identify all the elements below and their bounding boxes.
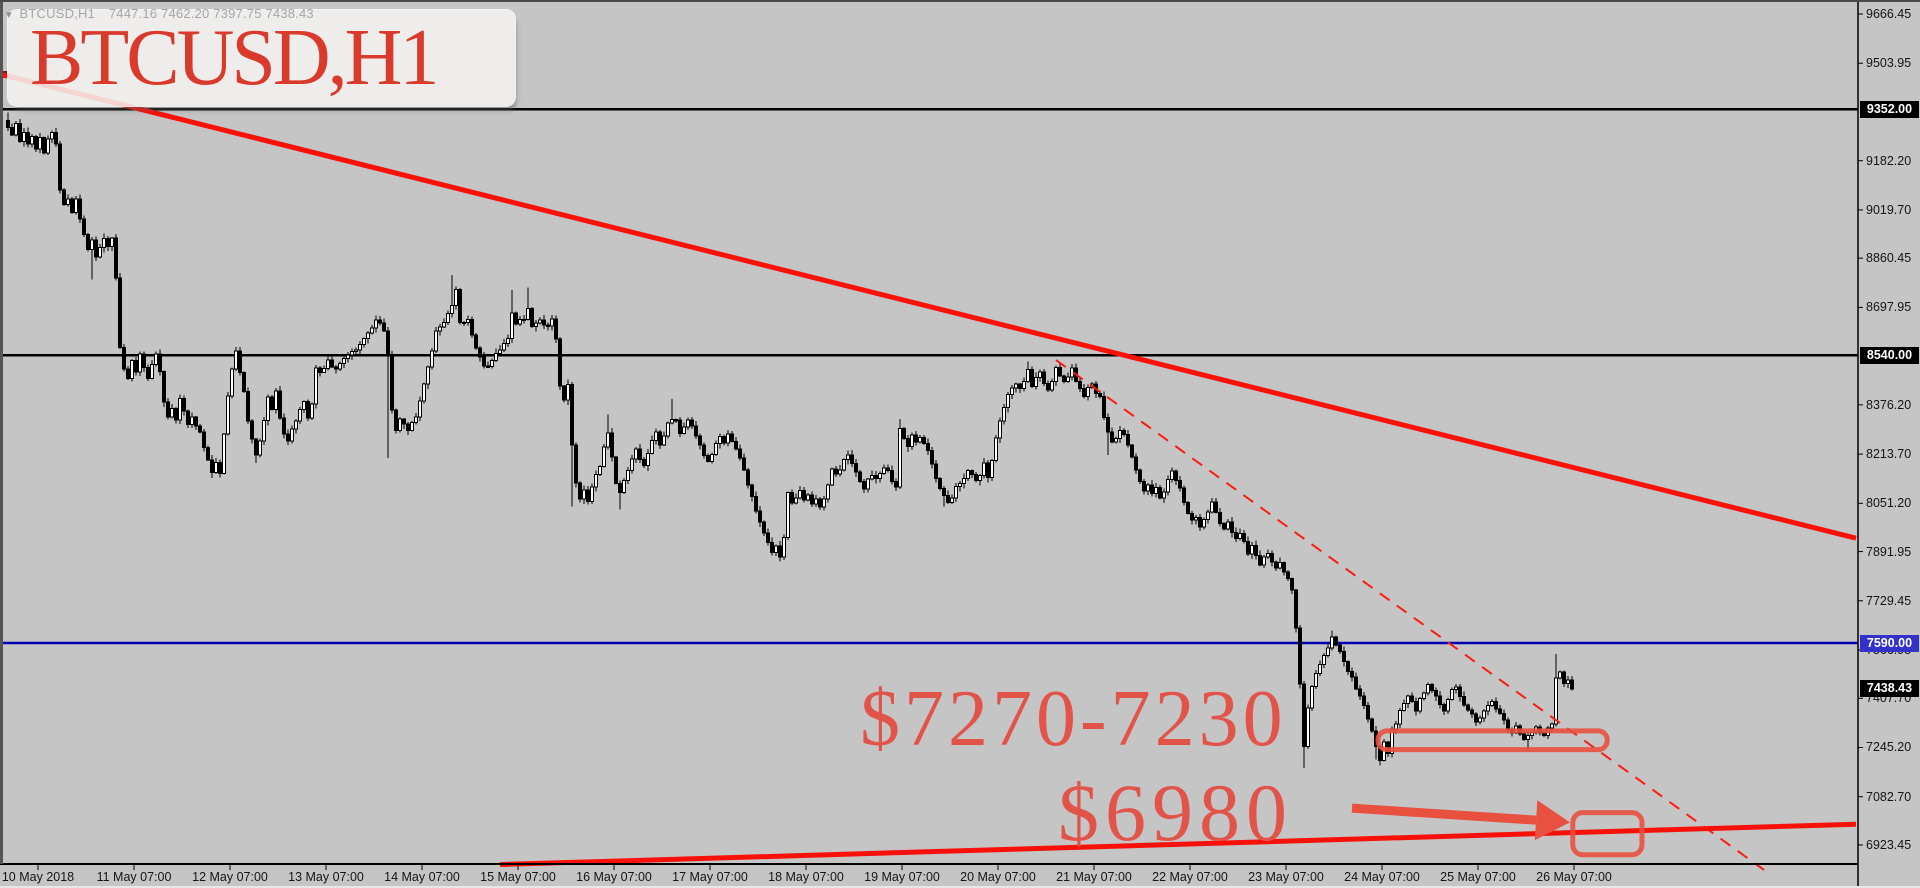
price-tick-label: 7082.70 xyxy=(1866,789,1912,804)
time-tick-label: 22 May 07:00 xyxy=(1152,870,1228,884)
price-tick-label: 7245.20 xyxy=(1866,740,1912,755)
price-tick-label: 8051.20 xyxy=(1866,496,1912,511)
price-tick-label: 8213.70 xyxy=(1866,447,1912,462)
price-tick-label: 9182.20 xyxy=(1866,153,1912,168)
window-bottom-edge xyxy=(0,886,1920,888)
zone-7270-7230[interactable] xyxy=(1375,728,1610,753)
trendline-ascending-support[interactable] xyxy=(499,821,1857,867)
time-tick-label: 14 May 07:00 xyxy=(384,870,460,884)
time-tick-label: 19 May 07:00 xyxy=(864,870,940,884)
time-tick-label: 25 May 07:00 xyxy=(1440,870,1516,884)
header-ohlc-values: 7447.16 7462.20 7397.75 7438.43 xyxy=(108,6,314,21)
time-tick-label: 26 May 07:00 xyxy=(1536,870,1612,884)
candlestick-series[interactable] xyxy=(6,112,1574,768)
price-tick-label: 7891.95 xyxy=(1866,544,1912,559)
price-tick-label: 8860.45 xyxy=(1866,251,1912,266)
time-tick-label: 12 May 07:00 xyxy=(192,870,268,884)
axis-tick-marks xyxy=(37,13,1863,870)
price-tick-label: 9019.70 xyxy=(1866,202,1912,217)
price-marker-label-8540.00: 8540.00 xyxy=(1860,346,1919,364)
header-symbol-timeframe: BTCUSD,H1 xyxy=(19,6,96,21)
price-marker-label-9352.00: 9352.00 xyxy=(1860,100,1919,118)
price-tick-label: 7729.45 xyxy=(1866,593,1912,608)
time-tick-label: 17 May 07:00 xyxy=(672,870,748,884)
annotation-zone-6980: $6980 xyxy=(1058,767,1293,858)
price-tick-label: 9503.95 xyxy=(1866,56,1912,71)
collapse-triangle-icon[interactable]: ▾ xyxy=(6,9,12,21)
symbol-title: BTCUSD,H1 xyxy=(30,14,439,102)
arrow-to-6980-zone-shaft[interactable] xyxy=(1351,803,1537,825)
arrow-to-6980-zone-head xyxy=(1534,800,1570,841)
price-tick-label: 6923.45 xyxy=(1866,837,1912,852)
chart-header: ▾ BTCUSD,H1 7447.16 7462.20 7397.75 7438… xyxy=(6,6,314,21)
time-tick-label: 18 May 07:00 xyxy=(768,870,844,884)
annotation-zone-7270-7230: $7270-7230 xyxy=(860,675,1287,763)
time-tick-label: 15 May 07:00 xyxy=(480,870,556,884)
trendline-descending-resistance[interactable] xyxy=(0,71,1857,541)
zone-6980[interactable] xyxy=(1570,810,1645,858)
price-tick-label: 8376.20 xyxy=(1866,397,1912,412)
time-tick-label: 23 May 07:00 xyxy=(1248,870,1324,884)
symbol-title-box: BTCUSD,H1 xyxy=(8,10,515,106)
time-tick-label: 24 May 07:00 xyxy=(1344,870,1420,884)
price-tick-label: 8697.95 xyxy=(1866,300,1912,315)
time-tick-label: 10 May 2018 xyxy=(1,870,75,884)
time-tick-label: 16 May 07:00 xyxy=(576,870,652,884)
time-axis[interactable]: 10 May 2018 11 May 07:00 12 May 07:00 13 Ma… xyxy=(0,865,1858,888)
price-marker-label-7438.43: 7438.43 xyxy=(1860,680,1919,698)
time-tick-label: 13 May 07:00 xyxy=(288,870,364,884)
time-tick-label: 11 May 07:00 xyxy=(96,870,172,884)
time-tick-label: 21 May 07:00 xyxy=(1056,870,1132,884)
price-marker-label-7590.00: 7590.00 xyxy=(1860,634,1919,652)
price-axis[interactable]: 9666.45 9503.95 9182.20 9019.70 8860.45 8697.… xyxy=(1858,2,1920,888)
price-tick-label: 9666.45 xyxy=(1866,7,1912,21)
time-tick-label: 20 May 07:00 xyxy=(960,870,1036,884)
